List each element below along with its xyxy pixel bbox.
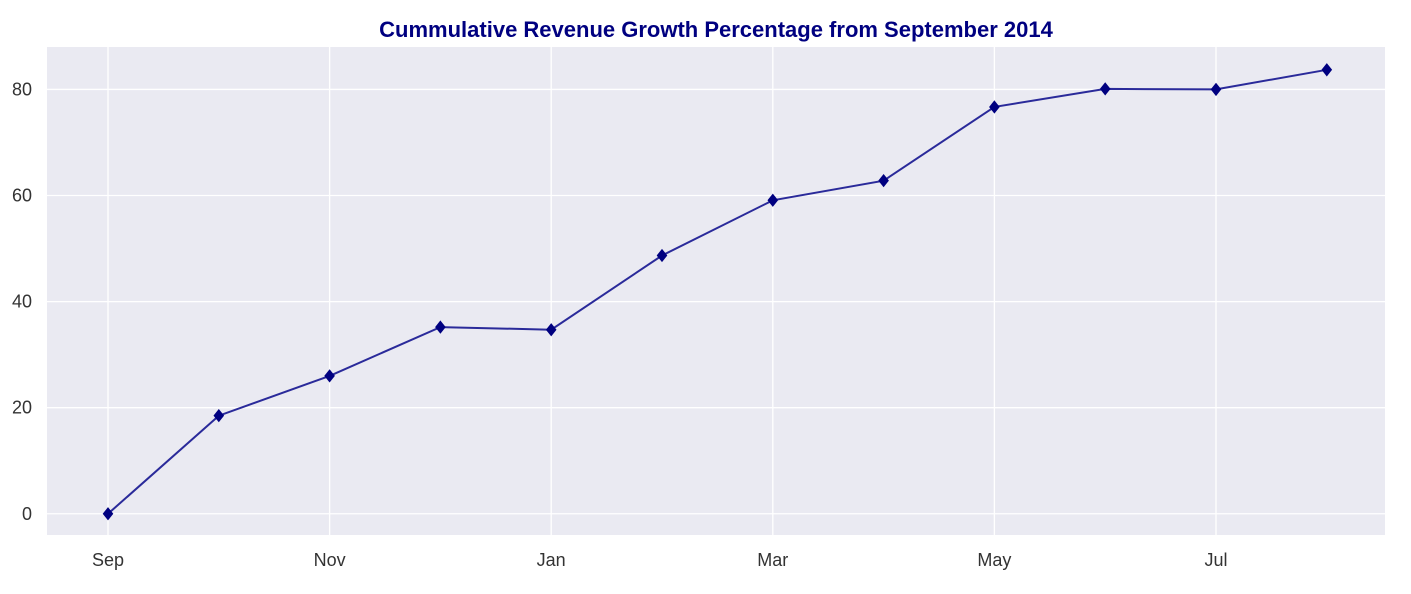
chart-title: Cummulative Revenue Growth Percentage fr… (379, 17, 1053, 42)
data-point-marker (1099, 82, 1111, 96)
data-point-marker (1321, 63, 1333, 77)
x-tick-label: Mar (757, 550, 788, 570)
series-line (107, 68, 1327, 515)
tick-labels: 0 20 40 60 80 Sep Nov Jan Mar May Jul (12, 79, 1228, 570)
x-tick-label: May (977, 550, 1011, 570)
data-point-marker (1210, 82, 1222, 97)
y-tick-label: 80 (12, 79, 32, 99)
data-point-marker (767, 193, 779, 207)
data-point-marker (435, 320, 446, 334)
data-point-marker (878, 174, 889, 188)
grid-lines (47, 47, 1385, 535)
y-tick-label: 20 (12, 398, 32, 418)
data-point-marker (989, 100, 1000, 114)
plot-area (47, 47, 1385, 535)
data-point-marker (213, 409, 225, 423)
data-point-marker (324, 369, 335, 383)
y-tick-label: 60 (12, 186, 32, 206)
data-point-marker (656, 248, 668, 263)
y-tick-label: 0 (22, 504, 32, 524)
data-point-marker (102, 507, 114, 521)
x-tick-label: Jan (537, 550, 566, 570)
series-layer (102, 63, 1333, 521)
x-tick-label: Sep (92, 550, 124, 570)
y-tick-label: 40 (12, 292, 32, 312)
x-tick-label: Jul (1204, 550, 1227, 570)
x-tick-label: Nov (314, 550, 346, 570)
data-point-marker (545, 323, 557, 337)
